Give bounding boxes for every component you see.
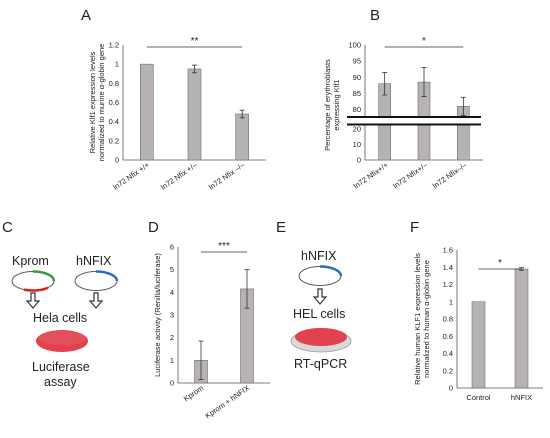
panel-label-e: E <box>276 219 286 236</box>
x-tick-label: Kprom <box>182 383 205 403</box>
panel-label-f: F <box>410 219 419 236</box>
y-axis-label: Relative Klf1 expression levels <box>88 51 97 153</box>
x-tick-label: ln72 Nfix +/– <box>159 160 199 192</box>
schematic-c-assay-line1: Luciferase <box>32 360 90 374</box>
y-tick-label: 0.8 <box>443 315 453 324</box>
axis-break-gap <box>347 116 485 125</box>
arrow-down-icon <box>312 288 328 305</box>
schematic-e-cells-label: HEL cells <box>293 307 345 321</box>
y-tick-label: 80 <box>353 105 361 114</box>
x-tick-label: ln72 Nfix +/+ <box>111 160 151 192</box>
y-axis-label: expressing Klf1 <box>332 79 341 130</box>
panel-label-a: A <box>81 7 91 24</box>
y-tick-label: 0.4 <box>443 349 453 358</box>
y-tick-label: 1 <box>115 60 119 69</box>
panel-label-b: B <box>370 7 380 24</box>
y-tick-label: 5 <box>170 265 174 274</box>
y-tick-label: 4 <box>170 288 174 297</box>
schematic-c-cells-label: Hela cells <box>33 311 87 325</box>
schematic-c: Kprom hNFIX Hela cells Luciferase assay <box>11 254 119 389</box>
chart-f: 0 0.2 0.4 0.6 0.8 1 1.2 1.4 1.6 Control hNFIX * Rela… <box>413 246 543 402</box>
y-tick-label: 95 <box>353 57 361 66</box>
schematic-e-plasmid-label: hNFIX <box>301 249 337 263</box>
y-tick-label: 1.2 <box>443 280 453 289</box>
y-axis-label: normalized to murine α-globin gene <box>97 44 106 162</box>
y-axis-label: Relative human KLF1 expression levels <box>413 253 422 385</box>
y-tick-label: 85 <box>353 89 361 98</box>
bar <box>514 268 529 389</box>
y-tick-label: 0 <box>115 156 119 165</box>
arrow-down-icon <box>25 292 41 309</box>
plasmid-hnfix-icon <box>74 270 119 291</box>
y-tick-label: 0.2 <box>443 366 453 375</box>
cell-dish-icon <box>36 330 88 352</box>
y-tick-label: 0.8 <box>109 79 119 88</box>
panel-label-c: C <box>2 219 13 236</box>
y-tick-label: 3 <box>170 311 174 320</box>
y-tick-label: 0 <box>449 384 453 393</box>
x-tick-label: ln72 Nfix+/+ <box>352 160 390 191</box>
bar <box>235 113 249 161</box>
x-tick-label: hNFIX <box>511 393 532 402</box>
schematic-c-plasmid2-label: hNFIX <box>76 254 112 268</box>
y-tick-label: 90 <box>353 73 361 82</box>
y-tick-label: 6 <box>170 243 174 252</box>
y-tick-label: 0 <box>357 156 361 165</box>
plasmid-kprom-icon <box>11 270 56 292</box>
x-tick-label: ln72 Nfix –/– <box>207 160 247 192</box>
y-axis-label: Luciferase activity (Renilla/luciferase) <box>153 253 162 377</box>
significance-label: *** <box>218 241 230 252</box>
chart-b: 80 85 90 95 100 0 10 20 ln72 Nfix+/+ ln72 Nfix+/–… <box>323 36 485 191</box>
y-tick-label: 0.6 <box>443 332 453 341</box>
bar <box>140 63 154 161</box>
schematic-c-plasmid1-label: Kprom <box>12 254 49 268</box>
x-tick-label: Kprom + hNFIX <box>203 383 251 420</box>
y-tick-label: 0.6 <box>109 98 119 107</box>
y-axis-label: Percentage of erythroblasts <box>323 59 332 151</box>
y-tick-label: 0.2 <box>109 136 119 145</box>
y-tick-label: 0.4 <box>109 117 119 126</box>
schematic-c-assay-line2: assay <box>44 375 77 389</box>
cell-dish-icon <box>290 328 352 353</box>
x-tick-label: ln72 Nfix–/– <box>431 160 469 191</box>
y-tick-label: 1.4 <box>443 263 453 272</box>
y-tick-label: 1.6 <box>443 246 453 255</box>
bar <box>471 301 486 389</box>
y-tick-label: 1.2 <box>109 41 119 50</box>
y-tick-label: 20 <box>353 125 361 134</box>
plasmid-hnfix-icon <box>298 265 343 286</box>
significance-label: * <box>498 258 502 269</box>
bar <box>187 68 202 161</box>
significance-label: ** <box>191 36 199 47</box>
schematic-e-assay-label: RT-qPCR <box>294 357 347 371</box>
y-tick-label: 100 <box>348 41 361 50</box>
y-tick-label: 1 <box>449 297 453 306</box>
panel-label-d: D <box>148 219 159 236</box>
y-tick-label: 2 <box>170 333 174 342</box>
x-tick-label: Control <box>466 393 491 402</box>
y-tick-label: 10 <box>353 140 361 149</box>
schematic-e: hNFIX HEL cells RT-qPCR <box>290 249 352 371</box>
x-tick-label: ln72 Nfix+/– <box>391 160 429 191</box>
y-tick-label: 0 <box>170 379 174 388</box>
arrow-down-icon <box>88 292 104 309</box>
significance-label: * <box>422 36 426 47</box>
y-axis-label: normalized to human α-globin gene <box>422 260 431 378</box>
y-tick-label: 1 <box>170 356 174 365</box>
